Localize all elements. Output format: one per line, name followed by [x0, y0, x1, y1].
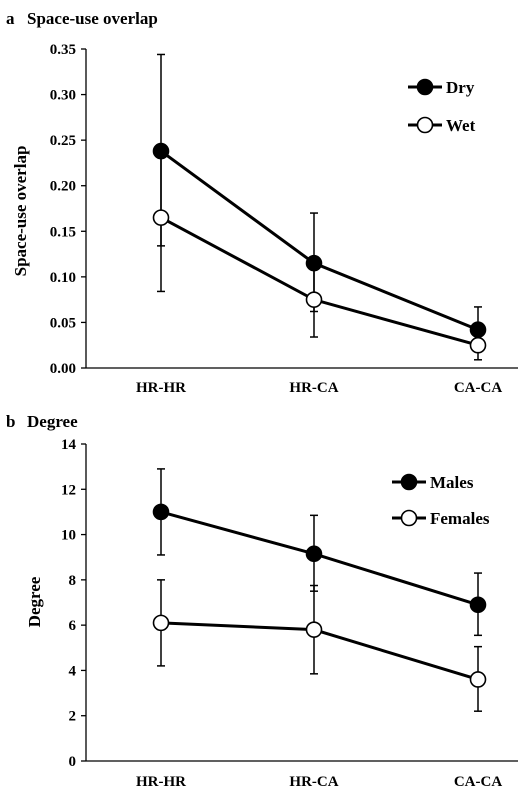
panel-a-letter: a	[6, 9, 15, 28]
panel-b-females-point	[152, 614, 170, 632]
panel-b-y-tick-label: 4	[69, 663, 77, 679]
panel-b-legend-females-marker	[400, 509, 418, 527]
panel-a-wet-point	[152, 209, 170, 226]
panel-b-x-tick-label: HR-HR	[136, 774, 186, 790]
panel-b-y-tick-label: 0	[69, 754, 77, 770]
panel-b-females-point	[469, 671, 487, 688]
panel-b-title: Degree	[27, 412, 78, 431]
panel-b-legend-males-label: Males	[430, 473, 474, 492]
panel-a-title: Space-use overlap	[27, 9, 158, 28]
panel-a-wet-point	[305, 291, 323, 308]
panel-a-dry-point	[469, 321, 487, 339]
panel-b-y-tick-label: 6	[69, 618, 77, 634]
panel-b-legend-females-label: Females	[430, 509, 490, 528]
panel-b-females-point	[305, 621, 323, 638]
panel-a-y-tick-label: 0.35	[50, 42, 76, 58]
panel-b-legend-males-marker	[400, 473, 418, 491]
panel-a-legend-wet-label: Wet	[446, 116, 476, 135]
panel-b-y-tick-label: 8	[69, 573, 77, 589]
panel-a-x-tick-label: CA-CA	[454, 380, 502, 396]
panel-b-x-tick-label: HR-CA	[289, 774, 338, 790]
panel-a-y-tick-label: 0.20	[50, 179, 76, 195]
panel-b-males-point	[305, 545, 323, 563]
panel-a-x-tick-label: HR-HR	[136, 380, 186, 396]
panel-a-y-axis-label: Space-use overlap	[11, 146, 30, 277]
panel-a-legend-dry-label: Dry	[446, 78, 475, 97]
panel-b-y-tick-label: 10	[61, 528, 76, 544]
panel-a-wet-point	[469, 336, 487, 354]
panel-b-y-tick-label: 12	[61, 482, 76, 498]
panel-a-y-tick-label: 0.00	[50, 361, 76, 377]
panel-a-dry-point	[305, 254, 323, 272]
panel-a-wet-series-line	[160, 216, 479, 347]
panel-b-males-point	[469, 596, 487, 614]
panel-a-y-tick-label: 0.25	[50, 133, 76, 149]
panel-a-dry-point	[152, 142, 170, 160]
panel-b-y-tick-label: 2	[69, 709, 77, 725]
panel-a-y-tick-label: 0.30	[50, 88, 76, 104]
panel-b-letter: b	[6, 412, 15, 431]
panel-a-space-use-overlap: a Space-use overlap Space-use overlap 0.…	[6, 9, 518, 396]
panel-a-legend-dry-marker	[416, 78, 434, 96]
panel-a-y-tick-label: 0.10	[50, 270, 76, 286]
panel-b-x-tick-label: CA-CA	[454, 774, 502, 790]
panel-a-y-tick-label: 0.15	[50, 224, 76, 240]
panel-b-degree: b Degree Degree 0 2 4 6 8 10 12 14 HR-HR HR-CA CA-…	[6, 412, 518, 790]
panel-a-x-tick-label: HR-CA	[289, 380, 338, 396]
panel-b-males-point	[152, 503, 170, 521]
panel-b-y-tick-label: 14	[61, 437, 77, 453]
panel-a-legend-wet-marker	[416, 116, 434, 134]
panel-b-y-axis-label: Degree	[25, 576, 44, 627]
panel-a-y-tick-label: 0.05	[50, 315, 76, 331]
